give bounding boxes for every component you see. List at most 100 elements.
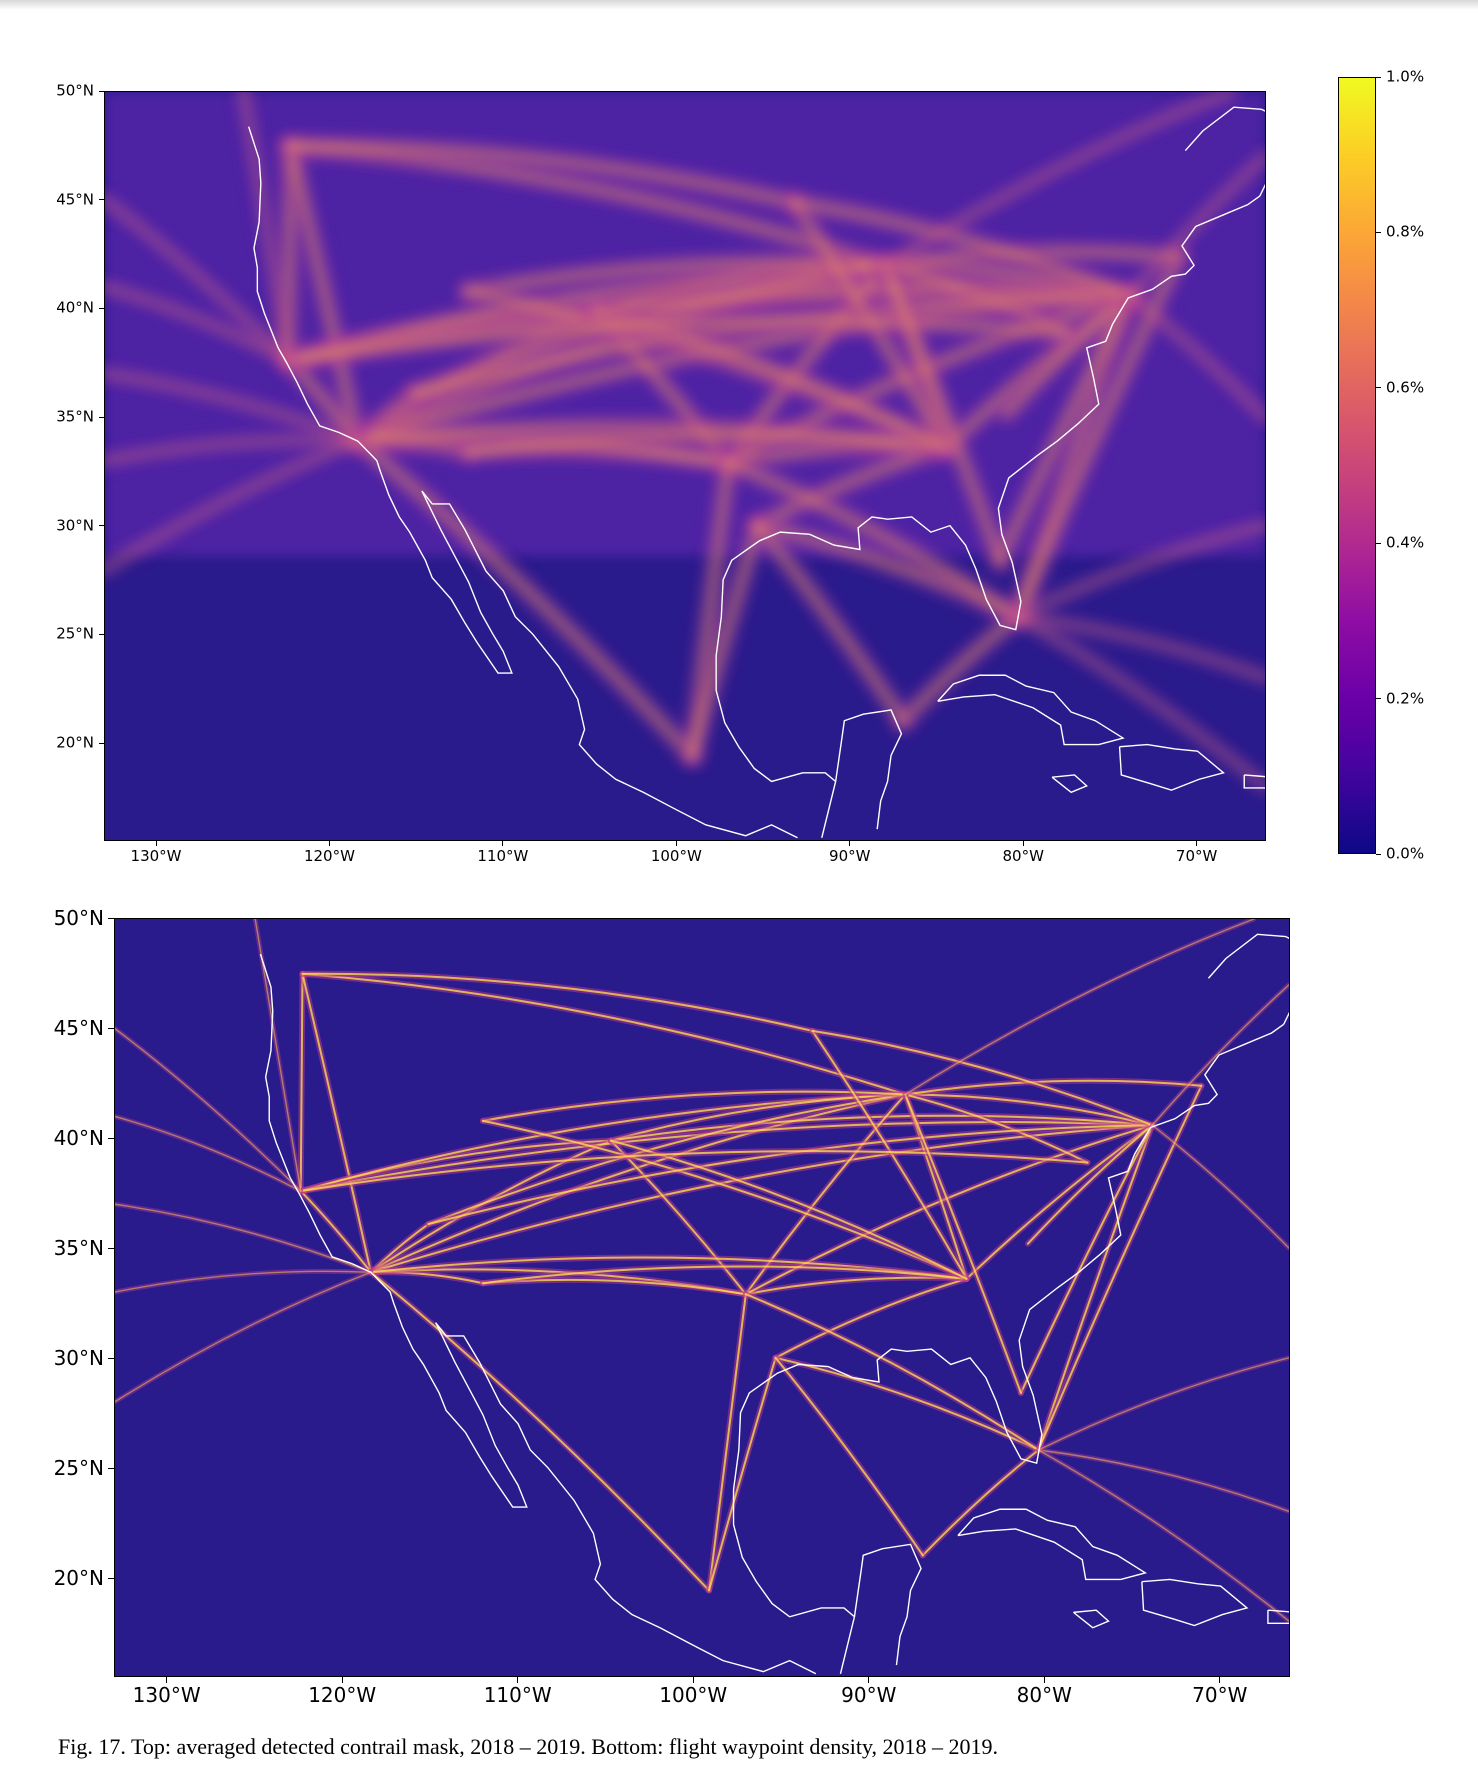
colorbar-tick-mark (1376, 853, 1381, 855)
flight-corridor (899, 612, 1022, 725)
waypoint-density-map (114, 918, 1290, 1677)
lon-tick-label: 120°W (303, 847, 355, 865)
flight-corridor (481, 1090, 907, 1122)
flight-corridor (753, 521, 908, 725)
flight-corridor (902, 919, 1257, 1097)
flight-corridor (1013, 252, 1183, 621)
lat-tick-label: 20°N (53, 1566, 104, 1590)
flight-corridor (687, 521, 762, 760)
lat-tick-mark (99, 742, 104, 744)
coastline (259, 953, 817, 1675)
flight-corridor (1149, 982, 1289, 1128)
lat-tick-mark (108, 1247, 114, 1249)
flight-corridor (105, 437, 361, 464)
flight-corridor (1026, 1124, 1154, 1245)
flight-corridor (883, 92, 1234, 269)
flight-corridor (299, 1150, 1089, 1193)
lon-tick-label: 110°W (477, 847, 529, 865)
lat-tick-label: 40°N (53, 1126, 104, 1150)
colorbar-tick-mark (1376, 387, 1381, 389)
flight-corridor (1014, 613, 1265, 789)
flight-corridor (115, 1270, 372, 1293)
lon-tick-mark (1196, 841, 1198, 846)
flight-corridor (299, 972, 304, 1193)
flight-corridors (115, 919, 1289, 1624)
lon-tick-label: 80°W (1002, 847, 1044, 865)
flight-corridor (252, 919, 304, 1194)
flight-corridor (1014, 613, 1265, 681)
flight-corridor (811, 1029, 1154, 1127)
colorbar-tick-mark (1376, 698, 1381, 700)
lon-tick-label: 90°W (841, 1683, 897, 1707)
flight-corridor (904, 1079, 1203, 1096)
flight-corridor (105, 371, 361, 444)
flight-corridor (353, 437, 696, 760)
colorbar-tick-mark (1376, 542, 1381, 544)
lat-tick-label: 20°N (56, 733, 94, 752)
flight-corridor (1036, 1447, 1289, 1514)
lon-tick-mark (502, 841, 504, 846)
flight-corridor (1037, 1124, 1154, 1451)
flight-corridor (708, 1356, 777, 1592)
flight-corridor (790, 198, 1134, 300)
flight-corridor (774, 1277, 968, 1359)
flight-corridor (301, 972, 814, 1032)
flight-corridor (744, 1293, 1040, 1451)
flight-corridor (1036, 1355, 1289, 1453)
coastline (1184, 106, 1265, 197)
colorbar-tick-label: 0.4% (1386, 533, 1425, 552)
lon-tick-mark (1219, 1677, 1221, 1683)
coastline (247, 126, 798, 839)
coastline (853, 1543, 922, 1666)
coastline (937, 674, 1125, 746)
colorbar-tick-label: 0.8% (1386, 222, 1425, 241)
flight-corridor (1037, 1357, 1289, 1451)
flight-corridor (996, 291, 1134, 565)
lon-tick-mark (849, 841, 851, 846)
lat-tick-label: 30°N (56, 516, 94, 535)
flight-corridor (254, 919, 302, 1192)
flight-corridor (904, 1093, 1022, 1394)
flight-corridor (115, 1268, 374, 1295)
flight-corridor (115, 1269, 374, 1405)
flight-corridor (904, 1093, 1089, 1164)
lat-tick-mark (108, 1577, 114, 1579)
flight-corridor (1036, 1447, 1289, 1624)
flight-corridor (921, 1448, 1040, 1557)
flight-corridor (369, 1271, 711, 1592)
coastline (1051, 774, 1089, 794)
lon-tick-mark (675, 841, 677, 846)
flight-corridor (481, 1265, 968, 1285)
flight-corridor (1127, 154, 1265, 299)
lon-tick-label: 90°W (829, 847, 871, 865)
lat-tick-mark (99, 416, 104, 418)
flight-corridor (301, 972, 372, 1274)
flight-corridor (1127, 293, 1265, 421)
lat-tick-mark (99, 307, 104, 309)
flight-corridor (286, 142, 799, 207)
map-background (115, 919, 1289, 1676)
flight-corridor (609, 1093, 907, 1142)
lat-tick-mark (108, 1467, 114, 1469)
waypoint-density-heatmap (115, 919, 1289, 1676)
coastline (1073, 1609, 1110, 1629)
flight-corridor (240, 92, 292, 364)
flight-corridor (105, 197, 292, 364)
coastline (957, 1508, 1148, 1581)
flight-corridor (1151, 984, 1289, 1126)
lon-tick-label: 120°W (308, 1683, 377, 1707)
flight-corridors (105, 92, 1265, 797)
coastline (715, 195, 1261, 838)
lon-tick-mark (328, 841, 330, 846)
coastline (1118, 743, 1225, 791)
lon-tick-label: 80°W (1016, 1683, 1072, 1707)
lat-tick-mark (99, 90, 104, 92)
flight-corridor (1037, 1449, 1289, 1622)
contrail-mask-heatmap (105, 92, 1265, 840)
coastline (834, 709, 903, 830)
coastline (1267, 1609, 1289, 1625)
contrail-mask-map (104, 91, 1266, 841)
lon-tick-label: 100°W (650, 847, 702, 865)
lon-tick-mark (341, 1677, 343, 1683)
colorbar-tick-label: 0.0% (1386, 844, 1425, 863)
